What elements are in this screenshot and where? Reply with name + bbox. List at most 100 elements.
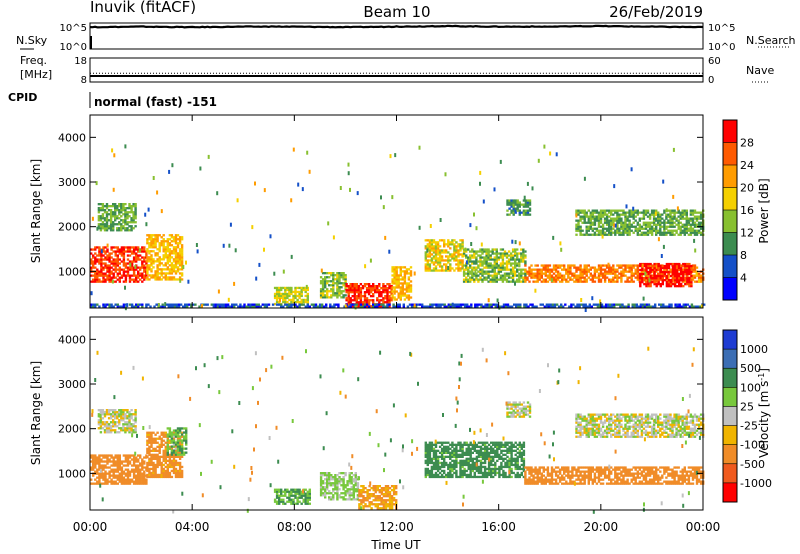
velocity-cell [100, 458, 103, 461]
power-cell [616, 217, 619, 220]
velocity-cell [112, 464, 115, 467]
velocity-cell [273, 488, 277, 491]
power-cell [603, 209, 607, 212]
power-cell [116, 205, 119, 208]
power-cell [178, 272, 182, 275]
power-cell [620, 225, 623, 228]
power-cell [622, 225, 625, 228]
power-cell [367, 293, 371, 296]
power-cell [137, 270, 140, 273]
power-cell [630, 211, 633, 214]
velocity-cell [130, 458, 134, 461]
power-cell [273, 302, 277, 306]
power-cell [649, 270, 652, 274]
power-cell [434, 251, 438, 254]
velocity-cell [141, 472, 144, 475]
velocity-cell [170, 455, 174, 458]
power-cell [618, 264, 621, 267]
power-cell [118, 258, 121, 261]
power-cell [654, 211, 657, 216]
power-cell [344, 280, 347, 283]
velocity-cell [170, 435, 174, 438]
power-cell [567, 272, 570, 275]
power-cell [190, 303, 193, 306]
power-cell [593, 270, 597, 273]
power-cell [681, 211, 684, 214]
power-cell [108, 278, 111, 281]
power-cell [526, 211, 530, 214]
power-cell [96, 276, 99, 279]
power-cell [357, 303, 361, 306]
power-cell [384, 295, 387, 298]
power-cell [655, 217, 658, 220]
velocity-cell [172, 443, 176, 446]
power-cell [491, 276, 494, 279]
power-cell [308, 169, 311, 174]
velocity-cell [160, 443, 163, 446]
power-cell [436, 253, 440, 256]
power-cell [603, 213, 607, 216]
power-cell [678, 277, 681, 280]
velocity-cell [150, 433, 153, 436]
power-cell [102, 268, 105, 271]
power-cell [524, 203, 528, 206]
power-cell [105, 215, 109, 218]
power-cell [622, 229, 625, 232]
power-cell [655, 277, 658, 280]
power-cell [646, 229, 650, 232]
velocity-cell [134, 419, 137, 422]
power-cell [97, 217, 101, 220]
power-cell [104, 246, 107, 249]
power-cell [355, 289, 358, 292]
power-cell [605, 276, 609, 279]
power-cell [597, 219, 601, 222]
power-cell [430, 245, 434, 248]
power-cell [137, 305, 140, 308]
power-cell [633, 305, 636, 308]
power-cell [699, 280, 703, 283]
velocity-cell [174, 435, 178, 438]
power-cell [691, 209, 695, 212]
power-cell [150, 254, 153, 257]
power-cell [292, 300, 295, 304]
power-cell [355, 285, 358, 288]
power-cell [403, 274, 407, 277]
velocity-cell [300, 490, 303, 493]
power-cell [99, 227, 103, 230]
power-cell [608, 225, 611, 228]
power-cell [405, 284, 409, 287]
power-cell [194, 303, 197, 306]
velocity-cell [110, 464, 113, 467]
velocity-cell [150, 457, 153, 460]
power-cell [96, 246, 99, 249]
power-cell [507, 268, 511, 271]
power-cell [471, 274, 474, 277]
power-cell [353, 299, 356, 302]
velocity-cell [286, 488, 289, 491]
velocity-cell [97, 423, 101, 426]
power-cell [345, 285, 348, 288]
velocity-cell [180, 435, 184, 438]
velocity-cell [122, 417, 125, 420]
power-cell [233, 305, 236, 308]
power-cell [154, 254, 157, 257]
velocity-cell [158, 463, 161, 467]
power-cell [428, 267, 432, 270]
power-cell [104, 264, 107, 267]
power-cell [158, 272, 161, 275]
power-cell [493, 276, 496, 279]
power-cell [642, 209, 646, 212]
power-cell [110, 280, 113, 283]
power-cell [148, 244, 151, 247]
power-cell [650, 274, 654, 277]
power-cell [477, 250, 480, 253]
velocity-cell [166, 459, 169, 462]
velocity-cell [112, 462, 115, 465]
power-cell [508, 199, 511, 202]
power-cell [444, 172, 447, 177]
power-cell [516, 203, 519, 206]
power-cell [399, 294, 402, 297]
power-cell [154, 244, 157, 247]
power-cell [92, 278, 95, 281]
power-cell [275, 292, 279, 296]
